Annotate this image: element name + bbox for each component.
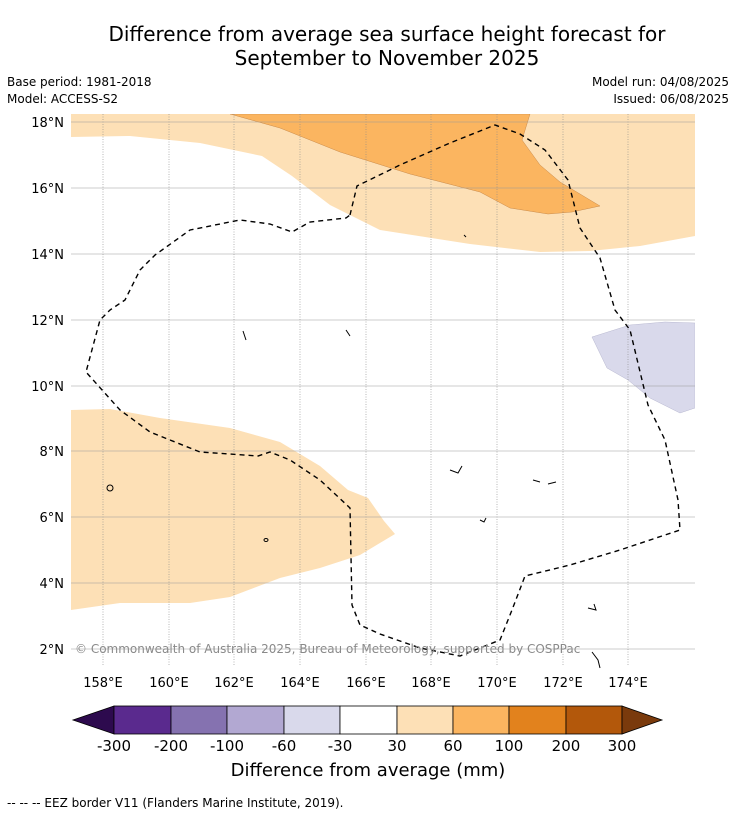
colorbar-swatch — [508, 705, 567, 735]
lat-label: 12°N — [31, 314, 64, 329]
colorbar-tick-label: 200 — [552, 737, 581, 755]
colorbar-swatch — [565, 705, 623, 735]
issued-label: Issued: 06/08/2025 — [613, 92, 729, 106]
colorbar-tick-label: -200 — [154, 737, 188, 755]
latitude-lines — [71, 121, 695, 650]
colorbar-ticks: -300 -200 -100 -60 -30 30 60 100 200 300 — [97, 737, 636, 755]
lat-label: 16°N — [31, 182, 64, 197]
islands — [106, 234, 601, 669]
chart-title: Difference from average sea surface heig… — [0, 22, 736, 70]
lon-label: 174°E — [608, 676, 648, 691]
lat-label: 10°N — [31, 380, 64, 395]
colorbar-tick-label: 30 — [387, 737, 406, 755]
colorbar — [71, 705, 664, 735]
eez-legend-note: -- -- -- EEZ border V11 (Flanders Marine… — [7, 796, 344, 810]
anomaly-area-60-100-north — [229, 114, 601, 215]
colorbar-tick-label: 60 — [443, 737, 462, 755]
eez-border — [85, 124, 681, 657]
title-line-1: Difference from average sea surface heig… — [108, 22, 666, 46]
colorbar-tick-label: -30 — [328, 737, 353, 755]
lon-axis-labels: 158°E 160°E 162°E 164°E 166°E 168°E 170°… — [83, 676, 648, 691]
anomaly-area-30-60-north — [71, 114, 695, 252]
lat-label: 8°N — [40, 445, 65, 460]
lon-label: 168°E — [411, 676, 451, 691]
colorbar-swatch — [283, 705, 341, 735]
lon-label: 158°E — [83, 676, 123, 691]
meta-left: Base period: 1981-2018 Model: ACCESS-S2 — [7, 74, 152, 108]
lat-label: 4°N — [40, 577, 65, 592]
colorbar-tick-label: 300 — [608, 737, 637, 755]
colorbar-swatch — [113, 705, 172, 735]
title-line-2: September to November 2025 — [234, 46, 540, 70]
colorbar-swatch — [226, 705, 285, 735]
model-run-label: Model run: 04/08/2025 — [591, 75, 729, 89]
lat-label: 2°N — [40, 643, 65, 658]
lat-label: 6°N — [40, 511, 65, 526]
lat-axis-labels: 18°N 16°N 14°N 12°N 10°N 8°N 6°N 4°N 2°N — [31, 116, 64, 658]
lon-label: 162°E — [214, 676, 254, 691]
colorbar-arrow-low — [71, 705, 115, 735]
meta-right: Model run: 04/08/2025 Issued: 06/08/2025 — [592, 74, 729, 108]
colorbar-arrow-high — [621, 705, 664, 735]
colorbar-tick-label: -100 — [210, 737, 244, 755]
colorbar-swatch — [170, 705, 228, 735]
copyright-text: © Commonwealth of Australia 2025, Bureau… — [75, 642, 580, 656]
colorbar-swatch — [396, 705, 454, 735]
colorbar-tick-label: -300 — [97, 737, 131, 755]
lon-label: 164°E — [280, 676, 320, 691]
anomaly-area-30-60-west — [71, 409, 395, 610]
model-label: Model: ACCESS-S2 — [7, 92, 119, 106]
gridlines — [102, 114, 629, 665]
lat-label: 14°N — [31, 248, 64, 263]
base-period-label: Base period: 1981-2018 — [7, 75, 152, 89]
anomaly-fields — [71, 114, 695, 610]
colorbar-tick-label: -60 — [272, 737, 297, 755]
anomaly-area-negative-east — [591, 321, 695, 414]
lon-label: 166°E — [346, 676, 386, 691]
lon-label: 160°E — [149, 676, 189, 691]
colorbar-title: Difference from average (mm) — [230, 760, 506, 781]
colorbar-swatch — [452, 705, 510, 735]
lat-label: 18°N — [31, 116, 64, 131]
colorbar-tick-label: 100 — [495, 737, 524, 755]
colorbar-swatch — [339, 705, 398, 735]
lon-label: 172°E — [543, 676, 583, 691]
lon-label: 170°E — [477, 676, 517, 691]
